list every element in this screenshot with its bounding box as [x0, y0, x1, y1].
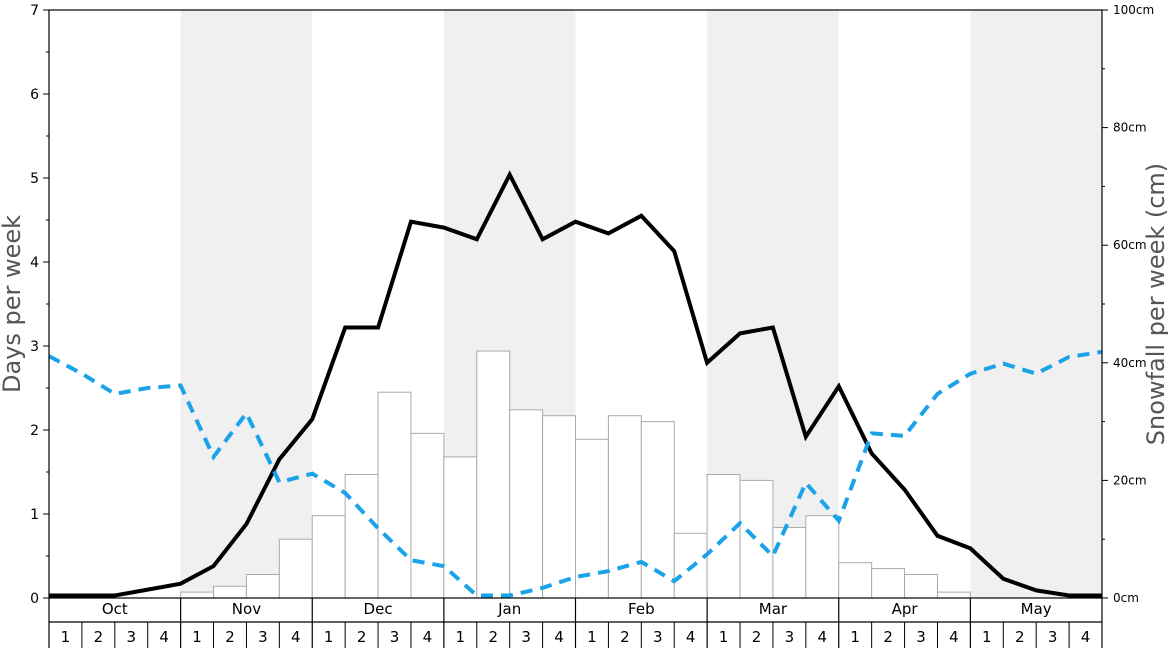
bar [805, 515, 840, 599]
month-label-nov: Nov [232, 600, 261, 618]
week-label: 4 [554, 628, 564, 646]
bar [180, 591, 215, 599]
week-label: 4 [686, 628, 696, 646]
y-right-tick-label: 40cm [1113, 356, 1147, 370]
bar [476, 350, 511, 599]
week-label: 1 [719, 628, 729, 646]
week-label: 2 [488, 628, 498, 646]
bar [904, 573, 938, 599]
y-right-tick-label: 80cm [1113, 121, 1147, 135]
month-label-feb: Feb [628, 600, 655, 618]
week-label: 1 [192, 628, 202, 646]
week-label: 2 [1015, 628, 1025, 646]
week-label: 3 [653, 628, 663, 646]
week-label: 1 [456, 628, 466, 646]
week-label: 4 [159, 628, 169, 646]
y-left-tick-label: 1 [30, 507, 39, 523]
week-label: 4 [949, 628, 959, 646]
bar [607, 415, 642, 599]
week-label: 3 [390, 628, 400, 646]
dashed-line [48, 349, 1103, 598]
week-label: 2 [94, 628, 104, 646]
y-left-tick-label: 2 [30, 423, 39, 439]
y-left-tick-label: 3 [30, 339, 39, 355]
y-left-tick-label: 0 [30, 591, 39, 607]
week-label: 2 [752, 628, 762, 646]
bar [245, 573, 280, 599]
bar [410, 432, 445, 599]
month-shading [180, 10, 1102, 598]
bar [838, 562, 873, 599]
y-right-axis-title: Snowfall per week (cm) [1142, 163, 1168, 445]
y-left-tick-label: 4 [30, 255, 39, 271]
week-label: 3 [258, 628, 268, 646]
bar [443, 456, 478, 599]
week-label: 2 [883, 628, 893, 646]
bar [377, 391, 412, 599]
bar [936, 591, 971, 599]
bar [509, 409, 544, 599]
week-label: 1 [850, 628, 860, 646]
y-right-tick-label: 100cm [1113, 3, 1154, 17]
month-label-jan: Jan [497, 600, 521, 618]
month-label-apr: Apr [892, 600, 919, 618]
month-label-may: May [1021, 600, 1052, 618]
shade-may [970, 10, 1102, 598]
bar [542, 415, 576, 599]
bar [213, 585, 247, 599]
week-label: 3 [785, 628, 795, 646]
y-left-tick-label: 5 [30, 171, 39, 187]
week-label: 4 [818, 628, 828, 646]
labels: 0 1 2 3 4 5 6 7 0cm 20cm 40cm 60cm 80cm 100cm Oct 1 2 3 4 N… [30, 3, 1154, 646]
y-right-tick-label: 0cm [1113, 591, 1139, 605]
bar [772, 526, 807, 599]
week-label: 4 [291, 628, 301, 646]
week-label: 3 [1048, 628, 1058, 646]
y-left-tick-label: 6 [30, 87, 39, 103]
week-label: 1 [324, 628, 334, 646]
week-label: 2 [357, 628, 367, 646]
y-left-axis-title: Days per week [0, 215, 26, 393]
month-label-oct: Oct [102, 600, 128, 618]
lines [48, 170, 1103, 598]
bar [344, 474, 379, 599]
week-label: 1 [982, 628, 992, 646]
y-left-tick-label: 7 [30, 3, 39, 19]
week-label: 4 [1081, 628, 1091, 646]
week-label: 2 [225, 628, 235, 646]
week-label: 3 [916, 628, 926, 646]
bar [739, 479, 774, 599]
week-label: 2 [620, 628, 630, 646]
week-label: 4 [423, 628, 433, 646]
bar [871, 568, 906, 599]
y-right-tick-label: 20cm [1113, 473, 1147, 487]
week-label: 1 [61, 628, 71, 646]
axes [43, 9, 1108, 648]
y-right-tick-label: 60cm [1113, 238, 1147, 252]
month-label-dec: Dec [364, 600, 393, 618]
bar [311, 515, 346, 599]
week-label: 3 [521, 628, 531, 646]
week-label: 1 [587, 628, 597, 646]
week-label: 3 [126, 628, 136, 646]
month-label-mar: Mar [759, 600, 788, 618]
bar [278, 538, 313, 599]
shade-nov [180, 10, 313, 598]
days-per-week-line [49, 170, 1102, 598]
